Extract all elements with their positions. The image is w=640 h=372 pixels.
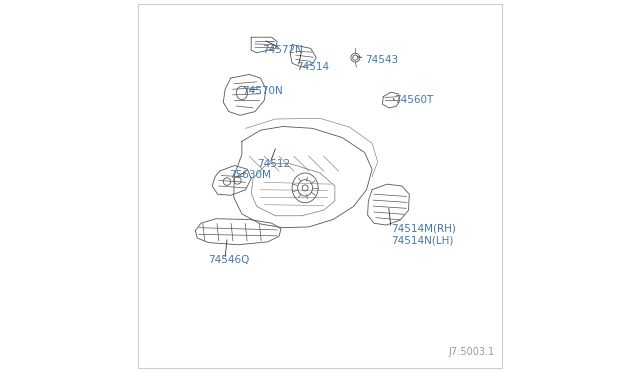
Text: 74570N: 74570N <box>242 86 283 96</box>
Text: 74560T: 74560T <box>394 96 434 105</box>
Text: 74514M(RH)
74514N(LH): 74514M(RH) 74514N(LH) <box>390 224 456 245</box>
Text: 74572N: 74572N <box>262 45 303 55</box>
Text: 74543: 74543 <box>365 55 398 64</box>
Text: 74546Q: 74546Q <box>209 256 250 265</box>
Text: 74512: 74512 <box>257 159 290 169</box>
Text: 74514: 74514 <box>296 62 329 72</box>
Text: 75630M: 75630M <box>229 170 271 180</box>
Text: J7:5003.1: J7:5003.1 <box>449 347 495 357</box>
